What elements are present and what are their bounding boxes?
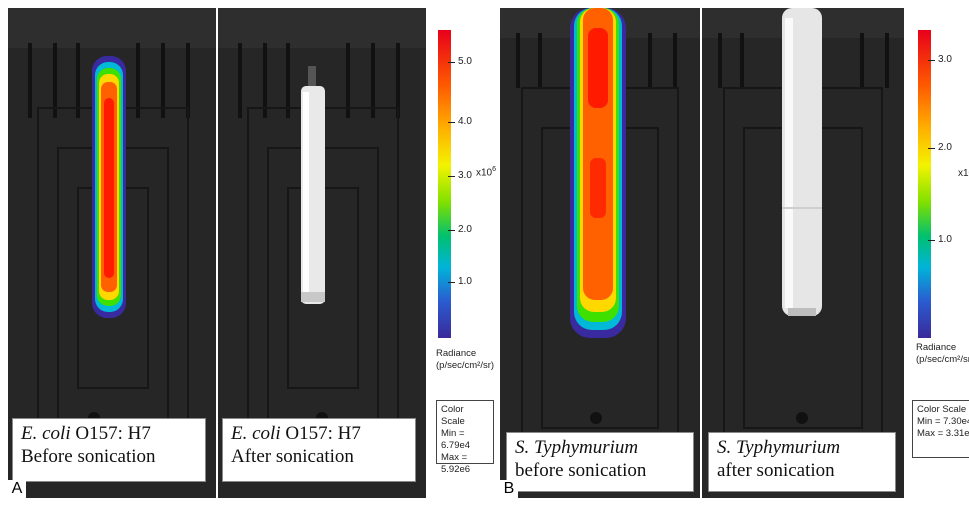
color-scale-box: Color Scale Min = 6.79e4 Max = 5.92e6 — [436, 400, 494, 475]
bioluminescence-image — [500, 8, 700, 498]
image-panel-ecoli-before: E. coli O157: H7 Before sonication A — [8, 8, 216, 498]
color-scale-b: 3.0 2.0 x10 1.0 Radiance(p/sec/cm²/sr) C… — [906, 8, 969, 498]
color-scale-box: Color Scale Min = 7.30e4 Max = 3.31e6 — [912, 400, 969, 458]
bioluminescence-image — [8, 8, 216, 498]
scale-tick: 1.0 — [928, 234, 952, 245]
panel-letter-a: A — [8, 480, 26, 498]
scale-unit: x106 — [476, 166, 497, 179]
scale-unit: x10 — [958, 168, 969, 179]
radiance-label: Radiance (p/sec/cm²/sr) — [436, 348, 495, 371]
radiance-label: Radiance (p/sec/cm²/sr) — [916, 342, 969, 365]
image-panel-ecoli-after: E. coli O157: H7 After sonication — [218, 8, 426, 498]
panel-caption: S. Typhymurium before sonication — [506, 432, 694, 492]
panel-letter-b: B — [500, 480, 518, 498]
scale-tick: 2.0 — [928, 142, 952, 153]
scale-tick: 3.0 — [928, 54, 952, 65]
scale-tick: 4.0 — [448, 116, 472, 127]
panel-caption: S. Typhymurium after sonication — [708, 432, 896, 492]
scale-tick: 5.0 — [448, 56, 472, 67]
color-bar — [438, 30, 451, 338]
scale-tick: 1.0 — [448, 276, 472, 287]
panel-caption: E. coli O157: H7 Before sonication — [12, 418, 206, 482]
panel-caption: E. coli O157: H7 After sonication — [222, 418, 416, 482]
scale-tick: 2.0 — [448, 224, 472, 235]
image-panel-salmonella-before: S. Typhymurium before sonication B — [500, 8, 700, 498]
bioluminescence-image — [218, 8, 426, 498]
image-panel-salmonella-after: S. Typhymurium after sonication — [702, 8, 904, 498]
scale-tick: 3.0 — [448, 170, 472, 181]
bioluminescence-image — [702, 8, 904, 498]
color-scale-a: 5.0 4.0 3.0 x106 2.0 1.0 Radiance (p/sec/… — [430, 8, 498, 498]
color-bar — [918, 30, 931, 338]
